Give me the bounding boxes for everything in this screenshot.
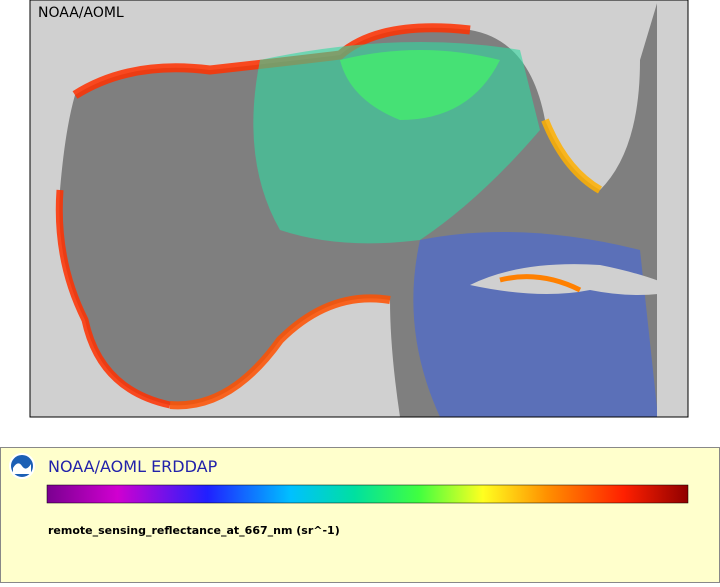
colorbar [46,484,689,504]
legend-panel [0,447,720,583]
legend-title: NOAA/AOML ERDDAP [48,457,218,476]
map [30,0,688,417]
map-credit: NOAA/AOML [38,5,124,21]
variable-name: remote_sensing_reflectance_at_667_nm (sr… [48,524,340,537]
